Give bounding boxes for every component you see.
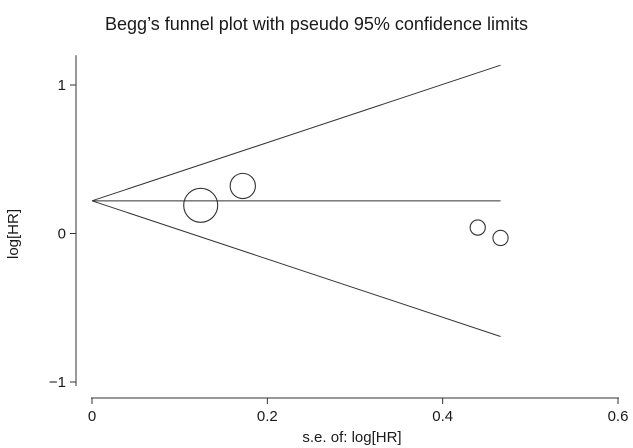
x-tick-label: 0 (88, 408, 96, 425)
study-point (183, 187, 219, 223)
x-axis-label: s.e. of: log[HR] (302, 429, 401, 446)
study-point (229, 172, 256, 200)
x-tick-label: 0.4 (432, 408, 453, 425)
axes: 1 0 −1 0 0.2 0.4 0.6 (49, 55, 629, 425)
chart-title: Begg’s funnel plot with pseudo 95% confi… (105, 14, 528, 34)
study-point (469, 219, 486, 236)
x-tick-label: 0.2 (257, 408, 278, 425)
x-tick-label: 0.6 (608, 408, 629, 425)
study-point (492, 229, 509, 247)
y-axis-label: log[HR] (5, 209, 22, 259)
funnel-lines (91, 64, 501, 337)
upper-confidence-limit (91, 64, 501, 202)
y-tick-label: 0 (58, 226, 66, 243)
study-points (183, 172, 509, 247)
y-tick-label: 1 (58, 77, 66, 94)
lower-confidence-limit (91, 200, 501, 337)
y-tick-label: −1 (49, 374, 66, 391)
